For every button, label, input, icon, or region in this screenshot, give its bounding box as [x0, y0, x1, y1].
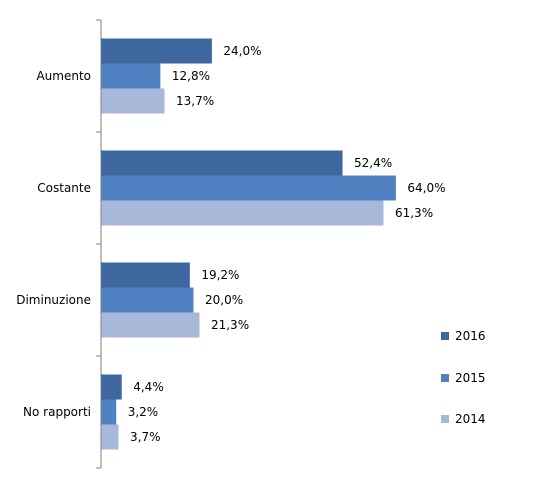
legend-swatch-2015: [441, 374, 449, 382]
legend-label-2014: 2014: [455, 412, 486, 426]
category-label: Diminuzione: [16, 293, 91, 307]
data-label: 64,0%: [407, 181, 445, 195]
data-label: 61,3%: [395, 206, 433, 220]
bar-2015: [101, 399, 117, 425]
data-label: 3,7%: [130, 430, 161, 444]
bar-2014: [101, 200, 384, 226]
bar-2015: [101, 287, 194, 313]
data-label: 13,7%: [176, 94, 214, 108]
data-label: 21,3%: [211, 318, 249, 332]
data-label: 24,0%: [223, 44, 261, 58]
data-label: 4,4%: [133, 380, 164, 394]
data-label: 3,2%: [128, 405, 159, 419]
category-label: Costante: [37, 181, 91, 195]
legend-label-2016: 2016: [455, 329, 486, 343]
bar-2014: [101, 424, 119, 450]
bar-2016: [101, 38, 212, 64]
legend: 2016 2015 2014: [441, 329, 486, 426]
bar-2015: [101, 175, 396, 201]
legend-swatch-2016: [441, 332, 449, 340]
data-label: 20,0%: [205, 293, 243, 307]
data-label: 52,4%: [354, 156, 392, 170]
data-label: 19,2%: [201, 268, 239, 282]
bar-2014: [101, 88, 165, 114]
bar-2014: [101, 312, 200, 338]
legend-swatch-2014: [441, 415, 449, 423]
category-label: Aumento: [36, 69, 91, 83]
legend-label-2015: 2015: [455, 371, 486, 385]
bar-2016: [101, 150, 343, 176]
category-label: No rapporti: [23, 405, 91, 419]
data-label: 12,8%: [172, 69, 210, 83]
bar-2016: [101, 374, 122, 400]
bar-2016: [101, 262, 190, 288]
bar-2015: [101, 63, 161, 89]
